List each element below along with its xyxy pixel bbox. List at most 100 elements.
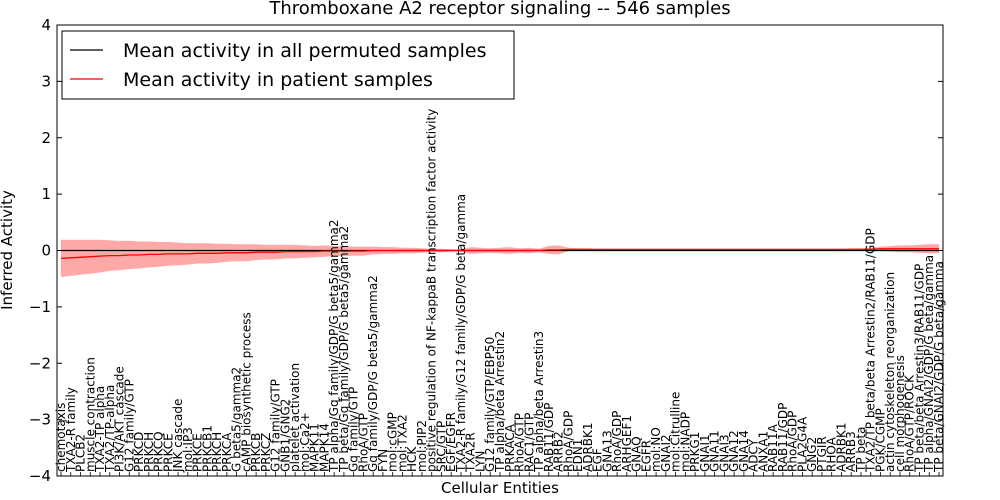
series-line-patient [60,248,939,260]
entity-label: PRKCH [210,432,224,472]
entity-label: TP alpha/beta Arrestin3 [532,331,546,473]
entity-label: mol:cGMP [386,412,400,472]
entity-label: TP beta [854,427,868,473]
entity-label: G beta5/gamma2 [230,367,244,472]
entity-label: Gq family/GDP/G beta5/gamma2 [366,275,380,472]
entity-label: MAPK14 [317,423,331,472]
entity-label: mol:NO [649,427,663,472]
entity-label: RHOA [825,436,839,472]
entity-label: PRKCQ [152,431,166,472]
entity-label: RhoA/GTP [356,413,370,472]
entity-label: MAPK11 [308,423,322,472]
entity-label: PRKG1 [688,432,702,472]
entity-label: mol:PIP2 [415,420,429,472]
entity-label: EGF [591,448,605,472]
entity-label: PLA2G4A [795,416,809,472]
entity-label: PRKACA [503,423,517,472]
entity-label: TP alpha/beta Arrestin2 [493,331,507,473]
entity-label: PRKCE [161,433,175,472]
entity-label: RAC1/GTP [522,413,536,472]
y-tick-label: 4 [41,16,51,34]
entity-label: SRC/GTP [435,421,449,472]
entity-label: RhoA/GTP [513,413,527,472]
entity-label: PLCB2 [74,434,88,472]
entity-label: TP beta/GNAI2/GDP/G beta/gamma [932,261,946,473]
entity-label: GNA13 [600,430,614,472]
entity-label: GNAI1 [698,434,712,472]
entity-label: PI3K/AKT cascade [113,366,127,472]
legend-box [61,30,515,100]
entity-label: RhoA/GDP [610,411,624,472]
entity-label: RhoA/GTP/ROCK [903,374,917,472]
entity-label: GNA11 [708,430,722,472]
entity-label: GNAI2 [659,434,673,472]
entity-label: ANXA1 [756,431,770,472]
entity-label: RhoA/GDP [786,411,800,472]
entity-label: ARRB3 [844,431,858,472]
entity-label: GNG2 [805,437,819,472]
y-tick-label: −2 [29,354,51,372]
entity-label: PRKCD [132,432,146,472]
entity-label: JNK cascade [171,399,185,473]
entity-label: PRKCB [249,433,263,472]
entity-label: LYN [474,451,488,472]
entity-label: actin cytoskeleton reorganization [883,272,897,472]
entity-label: ADRBK1 [581,422,595,472]
entity-label: TP beta/beta Arrestin3/RAB11/GDP [913,264,927,473]
legend: Mean activity in all permuted samples Me… [61,30,515,100]
y-tick-label: 2 [41,129,51,147]
entity-label: EGF/EGFR [444,412,458,472]
entity-label: GNA14 [737,430,751,472]
entity-label: TXA2/TP beta/beta Arrestin2/RAB11/GDP [864,228,878,473]
y-tick-label: −3 [29,411,51,429]
entity-label: TP alpha/Gq family/GDP/G beta5/gamma2 [327,219,341,473]
entity-label: ARRB2 [552,431,566,472]
entity-label: TXA2/TP-alpha [103,385,117,473]
entity-label: ARHGEF1 [620,415,634,472]
entity-label: PRKCB1 [200,425,214,472]
y-tick-label: 0 [41,242,51,260]
entity-label: Gq family/GTP [347,387,361,472]
entity-label: mol:Citrulline [669,392,683,472]
y-tick-label: 1 [41,185,51,203]
plot-frame [56,24,944,477]
entity-label: PRKCE [191,433,205,472]
y-tick-label: −4 [29,467,51,485]
entity-label: TP alpha/GNAI2/GDP/G beta/gamma [922,255,936,473]
entity-label: PGK/CGMP [874,408,888,472]
chart-title: Thromboxane A2 receptor signaling -- 546… [268,0,730,19]
entity-label: mol:IP3 [181,427,195,472]
entity-label: muscle contraction [83,357,97,472]
entity-label: RAB11/GDP [776,403,790,472]
entity-label: FYN [376,449,390,472]
entity-label: GNB1/GNG2 [278,399,292,472]
entity-label: GNAQ [630,436,644,472]
entity-label: TXA2-R family/G12 family/GDP/G beta/gamm… [454,194,468,473]
entity-label: EGFR [639,440,653,472]
legend-label-permuted: Mean activity in all permuted samples [123,40,486,62]
entity-label: cell morphogenesis [893,355,907,472]
entity-label: PRKCZ [259,433,273,472]
entity-label: mol:Ca2+ [298,412,312,472]
entity-label: PRKCA [220,432,234,472]
entity-label: TXA2-R family [64,387,78,473]
legend-label-patient: Mean activity in patient samples [123,69,433,91]
entity-label: G12 family/GTP [122,379,136,472]
entity-label: GNAI3 [717,434,731,472]
entity-label: RAB11/GDP [542,403,556,472]
entity-label: mol:TXA2 [395,414,409,472]
x-axis-label: Cellular Entities [441,479,559,497]
entity-label: ADCY [747,438,761,472]
y-axis-ticks: −4 −3 −2 −1 0 1 2 3 4 [29,16,943,485]
entity-label: G12 family/GTP [269,379,283,472]
entity-label: TP beta/Gq family/GDP/G beta5/gamma2 [337,226,351,473]
entity-label: RAB11A [766,423,780,472]
entity-label: HCK [405,446,419,472]
entity-label: TXA2-TP alpha [93,386,107,473]
entity-label: cAMP biosynthetic process [239,312,253,472]
y-axis-label: Inferred Activity [0,190,16,310]
entity-label: ADRBK1 [834,422,848,472]
entity-label: TXA2R [464,432,478,473]
entity-label: platelet activation [288,363,302,472]
